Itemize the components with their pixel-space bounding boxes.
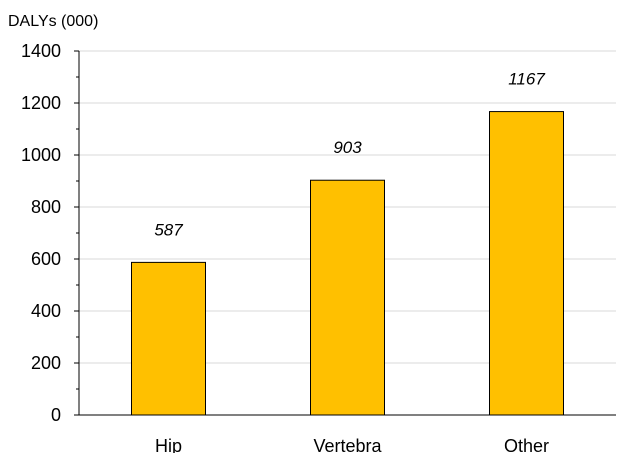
data-label: 1167 [508, 70, 545, 89]
y-tick-label: 1000 [21, 145, 61, 165]
y-tick-label: 400 [31, 301, 61, 321]
y-tick-labels: 0 200 400 600 800 1000 1200 1400 [21, 41, 61, 425]
data-label: 903 [333, 138, 362, 157]
x-tick-labels: Hip Vertebra Other [155, 436, 549, 453]
x-tick-label: Hip [155, 436, 182, 453]
data-label: 587 [154, 220, 183, 239]
x-tick-label: Vertebra [313, 436, 382, 453]
data-labels: 587 903 1167 [154, 70, 545, 240]
y-tick-label: 800 [31, 197, 61, 217]
bar-vertebra [310, 179, 385, 416]
x-tick-label: Other [504, 436, 549, 453]
bars [131, 111, 564, 416]
y-tick-label: 1200 [21, 93, 61, 113]
bar-hip [131, 261, 206, 416]
y-tick-label: 1400 [21, 41, 61, 61]
axes [74, 50, 616, 416]
y-tick-label: 600 [31, 249, 61, 269]
bar-other [489, 111, 564, 416]
y-axis-title: DALYs (000) [8, 13, 98, 30]
y-tick-label: 0 [51, 405, 61, 425]
y-tick-label: 200 [31, 353, 61, 373]
